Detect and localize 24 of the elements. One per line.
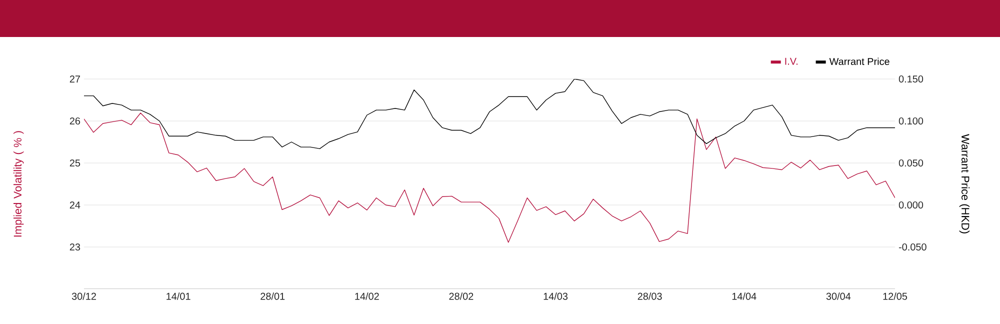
x-tick-label: 28/01 <box>260 292 285 300</box>
x-tick-label: 14/03 <box>544 292 568 300</box>
y-tick-label: 25 <box>70 159 80 167</box>
x-tick-label: 14/01 <box>166 292 190 300</box>
legend-label: Warrant Price <box>829 58 890 66</box>
y2-tick-label: 0.050 <box>898 159 924 167</box>
y-tick-label: 27 <box>70 76 80 82</box>
x-tick-label: 12/05 <box>883 292 908 300</box>
x-tick-label: 28/02 <box>449 292 474 300</box>
y2-tick-label: 0.000 <box>898 201 924 209</box>
y2-tick-label: 0.150 <box>898 75 924 83</box>
y2-tick-label: -0.050 <box>898 243 926 251</box>
x-tick-label: 28/03 <box>638 292 662 300</box>
y-tick-label: 26 <box>70 117 80 125</box>
y-tick-label: 24 <box>70 202 80 208</box>
x-tick-label: 30/12 <box>72 292 96 300</box>
x-tick-label: 14/04 <box>732 292 756 300</box>
y-tick-label: 23 <box>70 243 80 251</box>
x-tick-label: 14/02 <box>355 292 379 300</box>
y2-tick-label: 0.100 <box>898 117 924 125</box>
y2-axis-title: Warrant Price (HKD) <box>959 134 970 234</box>
y-axis-title: Implied Volatility ( % ) <box>13 131 24 237</box>
legend-label: I.V. <box>785 58 798 65</box>
x-tick-label: 30/04 <box>826 292 851 300</box>
